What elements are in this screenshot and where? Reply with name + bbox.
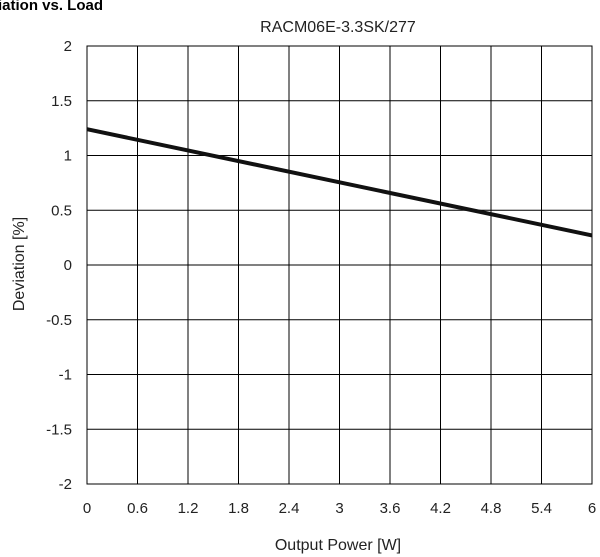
y-tick-label: -1: [59, 367, 72, 384]
plot-frame: [86, 45, 593, 485]
x-tick-label: 2.4: [279, 500, 300, 517]
x-axis-ticks: 0 0.6 1.2 1.8 2.4 3 3.6 4.2 4.8 5.4 6: [83, 500, 596, 517]
x-tick-label: 3: [335, 500, 343, 517]
x-tick-label: 0: [83, 500, 91, 517]
y-tick-label: 1: [64, 148, 72, 165]
y-axis-ticks: 2 1.5 1 0.5 0 -0.5 -1 -1.5 -2: [46, 38, 72, 493]
y-tick-label: 0.5: [51, 202, 72, 219]
y-tick-label: 2: [64, 38, 72, 55]
x-tick-label: 1.8: [228, 500, 249, 517]
y-axis-label: Deviation [%]: [11, 217, 28, 311]
x-tick-label: 4.2: [430, 500, 451, 517]
x-tick-label: 6: [588, 500, 596, 517]
series-layer: [86, 127, 593, 238]
y-tick-label: -0.5: [46, 312, 72, 329]
x-tick-label: 4.8: [481, 500, 502, 517]
y-tick-label: 1.5: [51, 93, 72, 110]
y-tick-label: 0: [64, 257, 72, 274]
x-tick-label: 0.6: [127, 500, 148, 517]
y-tick-label: -1.5: [46, 421, 72, 438]
x-axis-label: Output Power [W]: [275, 537, 401, 554]
x-tick-label: 3.6: [380, 500, 401, 517]
partial-section-title: iation vs. Load: [0, 0, 103, 14]
chart-title: RACM06E-3.3SK/277: [260, 19, 416, 36]
x-tick-label: 1.2: [178, 500, 199, 517]
y-tick-label: -2: [59, 476, 72, 493]
series-line: [86, 127, 593, 238]
grid: [87, 46, 592, 484]
x-tick-label: 5.4: [531, 500, 552, 517]
